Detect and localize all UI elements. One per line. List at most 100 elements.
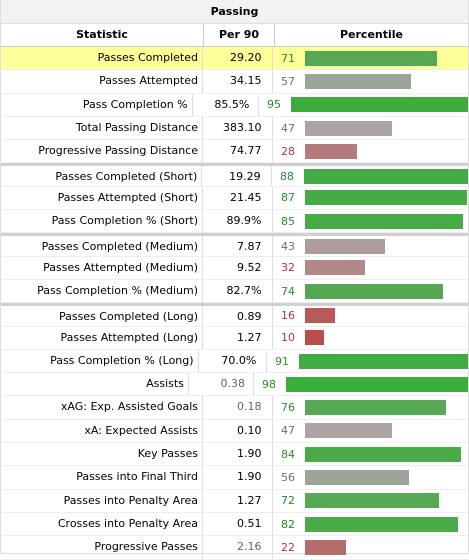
table-row: Passes into Penalty Area 1.27 72 [1, 489, 468, 513]
per90-cell: 7.87 [203, 236, 273, 256]
percentile-cell: 47 [273, 117, 468, 139]
per90-cell: 82.7% [203, 279, 273, 303]
percentile-cell: 82 [273, 513, 468, 535]
percentile-value: 91 [275, 354, 289, 368]
percentile-cell: 28 [273, 140, 468, 162]
stat-name: Pass Completion % [1, 93, 193, 116]
stat-name: xA: Expected Assists [1, 419, 203, 443]
per90-value: 74.77 [230, 144, 262, 158]
percentile-value: 88 [280, 169, 294, 183]
percentile-bar [305, 260, 365, 276]
percentile-value: 10 [281, 331, 295, 345]
header-percentile[interactable]: Percentile [339, 28, 404, 41]
table-row: Pass Completion % (Medium) 82.7% 74 [1, 279, 468, 304]
percentile-value: 47 [281, 424, 295, 438]
percentile-bar [305, 400, 446, 416]
stat-name: Pass Completion % (Medium) [1, 279, 203, 303]
table-row: Key Passes 1.90 84 [1, 443, 468, 467]
per90-cell: 383.10 [203, 116, 273, 140]
per90-cell: 1.27 [203, 326, 273, 349]
stat-name: Pass Completion % (Long) [1, 349, 199, 373]
stat-name: Passes Attempted (Short) [1, 186, 203, 210]
percentile-cell: 56 [273, 466, 468, 488]
stat-name: Passes Attempted (Long) [1, 326, 203, 349]
table-row: Passes Completed (Long) 0.89 16 [1, 303, 468, 327]
percentile-value: 57 [281, 74, 295, 88]
percentile-bar [305, 493, 439, 509]
percentile-bar [305, 120, 392, 136]
stat-name: Progressive Passes [1, 536, 203, 559]
table-row: Passes Attempted (Medium) 9.52 32 [1, 256, 468, 280]
percentile-bar [305, 423, 392, 439]
per90-cell: 0.38 [189, 373, 254, 396]
percentile-value: 47 [281, 121, 295, 135]
per90-value: 0.38 [220, 377, 245, 391]
per90-value: 1.90 [237, 470, 262, 484]
percentile-bar [305, 539, 346, 555]
per90-cell: 9.52 [203, 256, 273, 279]
percentile-value: 98 [262, 377, 276, 391]
per90-cell: 34.15 [203, 70, 273, 93]
table-row: xA: Expected Assists 0.10 47 [1, 419, 468, 444]
percentile-value: 56 [281, 470, 295, 484]
table-row: Passes Attempted 34.15 57 [1, 70, 468, 94]
stat-name: Passes into Final Third [1, 466, 203, 489]
per90-cell: 70.0% [199, 349, 267, 373]
percentile-bar [305, 330, 324, 346]
per90-cell: 1.90 [203, 466, 273, 489]
percentile-value: 95 [267, 98, 281, 112]
percentile-value: 28 [281, 144, 295, 158]
percentile-value: 43 [281, 239, 295, 253]
percentile-value: 85 [281, 214, 295, 228]
per90-cell: 29.20 [203, 47, 273, 70]
percentile-value: 22 [281, 540, 295, 554]
percentile-cell: 57 [273, 70, 468, 92]
per90-value: 2.16 [237, 540, 262, 554]
per90-cell: 85.5% [193, 93, 259, 116]
per90-value: 19.29 [229, 170, 261, 184]
per90-value: 21.45 [230, 190, 262, 204]
per90-cell: 74.77 [203, 140, 273, 163]
percentile-value: 76 [281, 401, 295, 415]
stat-name: Passes Attempted [1, 70, 203, 93]
per90-cell: 89.9% [203, 210, 273, 233]
table-row: Pass Completion % 85.5% 95 [1, 93, 468, 117]
percentile-bar [305, 238, 385, 254]
per90-value: 9.52 [237, 260, 262, 274]
stat-name: Passes Attempted (Medium) [1, 256, 203, 279]
header-statistic[interactable]: Statistic [1, 24, 204, 46]
stat-name: Passes Completed (Medium) [1, 236, 203, 256]
percentile-value: 82 [281, 517, 295, 531]
per90-cell: 2.16 [203, 536, 273, 559]
percentile-value: 71 [281, 51, 295, 65]
per90-cell: 1.90 [203, 443, 273, 466]
percentile-bar [291, 97, 468, 113]
stat-name: Passes into Penalty Area [1, 489, 203, 512]
per90-cell: 0.51 [203, 512, 273, 536]
per90-value: 85.5% [214, 97, 250, 111]
percentile-value: 32 [281, 261, 295, 275]
table-row: Passes Completed (Short) 19.29 88 [1, 163, 468, 187]
percentile-cell: 95 [259, 94, 468, 116]
percentile-cell: 76 [273, 396, 468, 418]
percentile-bar [305, 50, 437, 66]
percentile-bar [305, 73, 411, 89]
percentile-cell: 22 [273, 536, 468, 558]
percentile-bar [305, 283, 443, 299]
percentile-bar [305, 190, 467, 206]
per90-value: 70.0% [221, 353, 257, 367]
per90-value: 82.7% [226, 283, 262, 297]
percentile-cell: 84 [273, 443, 468, 465]
percentile-cell: 43 [273, 236, 468, 255]
table-header: Statistic Per 90 Percentile [1, 24, 468, 47]
per90-value: 34.15 [230, 74, 262, 88]
per90-cell: 1.27 [203, 489, 273, 512]
table-row: Passes Attempted (Short) 21.45 87 [1, 186, 468, 211]
header-per90[interactable]: Per 90 [204, 24, 275, 46]
stat-name: Assists [1, 373, 189, 396]
per90-value: 0.10 [237, 423, 262, 437]
stat-name: xAG: Exp. Assisted Goals [1, 396, 203, 419]
percentile-bar [305, 308, 335, 324]
stat-name: Passes Completed (Short) [1, 166, 203, 186]
